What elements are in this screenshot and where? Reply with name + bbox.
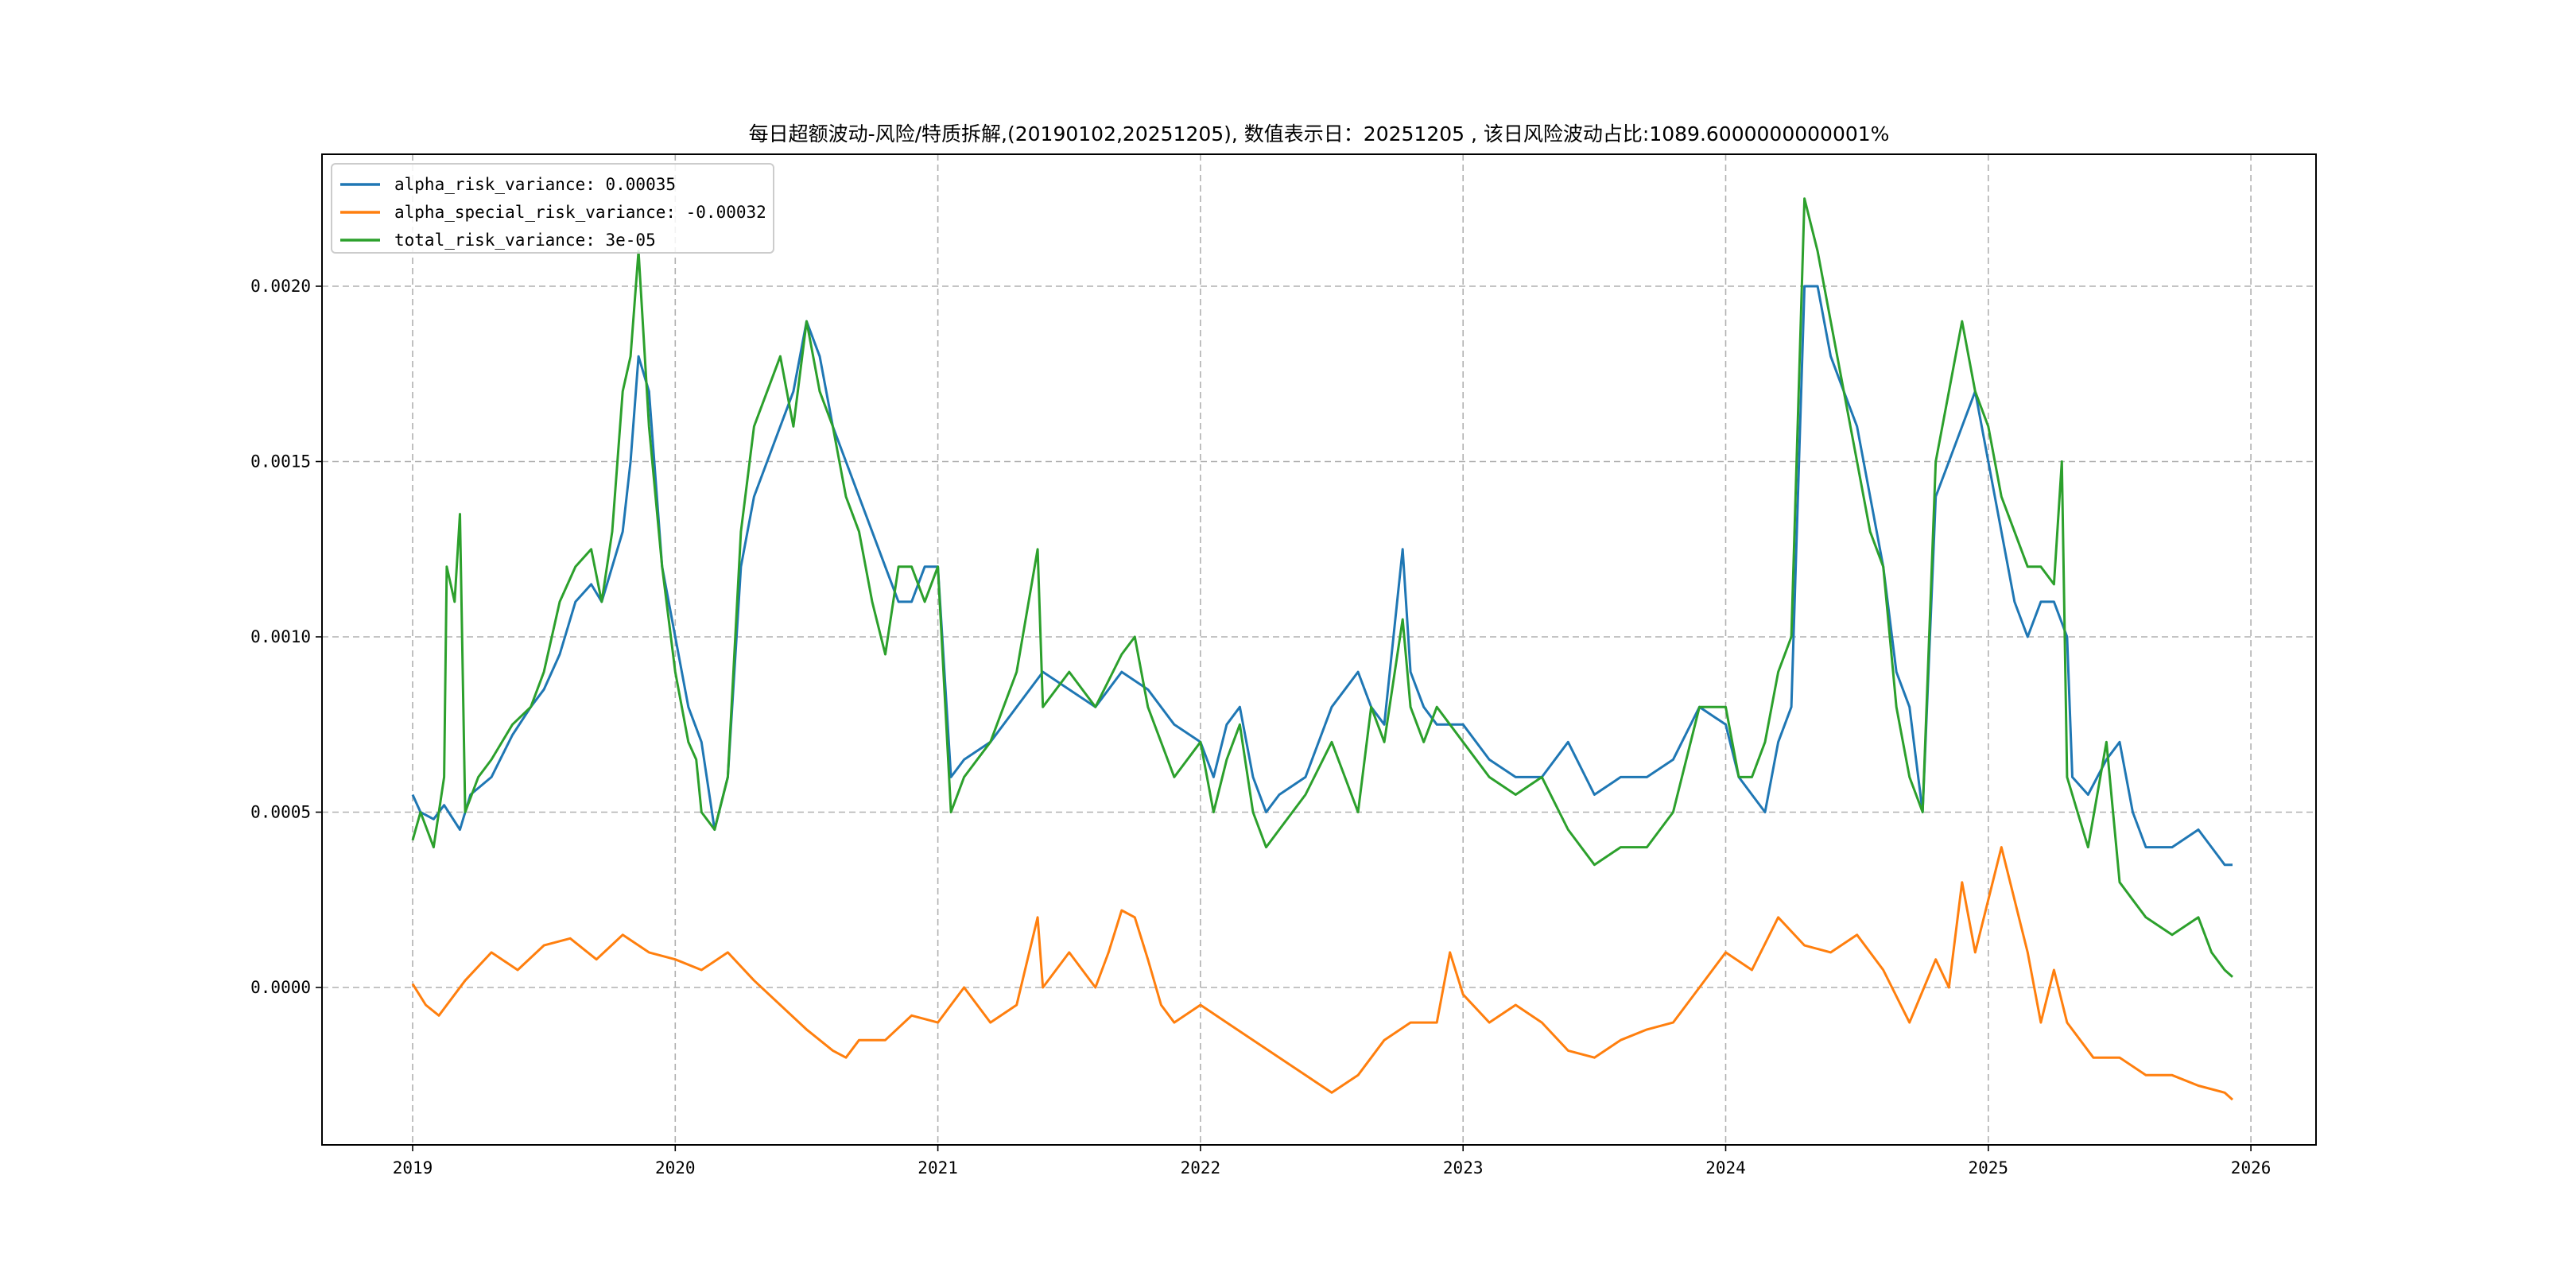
series-line-3: [411, 197, 2233, 978]
x-tick-label: 2022: [1181, 1158, 1221, 1177]
y-tick-label: 0.0020: [250, 277, 311, 296]
chart-title: 每日超额波动-风险/特质拆解,(20190102,20251205), 数值表示…: [749, 122, 1890, 145]
x-tick-label: 2020: [655, 1158, 696, 1177]
y-tick-label: 0.0010: [250, 627, 311, 646]
x-tick-label: 2026: [2231, 1158, 2271, 1177]
legend-label: alpha_risk_variance: 0.00035: [394, 175, 676, 194]
x-tick-label: 2023: [1443, 1158, 1484, 1177]
legend-label: total_risk_variance: 3e-05: [394, 231, 656, 250]
x-tick-label: 2021: [918, 1158, 958, 1177]
y-tick-label: 0.0005: [250, 803, 311, 822]
y-tick-label: 0.0015: [250, 452, 311, 471]
series-lines: [411, 197, 2233, 1101]
plot-frame: [321, 153, 2317, 1146]
y-tick-label: 0.0000: [250, 978, 311, 997]
x-tick-label: 2024: [1705, 1158, 1746, 1177]
legend-box: [331, 163, 774, 254]
x-tick-label: 2025: [1969, 1158, 2009, 1177]
series-line-2: [411, 846, 2233, 1101]
legend-label: alpha_special_risk_variance: -0.00032: [394, 203, 766, 222]
x-tick-label: 2019: [393, 1158, 433, 1177]
axis-ticks: 2019 2020 2021 2022 2023 2024 2025 2026 0.0000 0.…: [250, 277, 2271, 1177]
series-line-1: [411, 285, 2233, 867]
grid-lines: [322, 154, 2316, 1145]
legend: alpha_risk_variance: 0.00035 alpha_specia…: [331, 163, 774, 254]
